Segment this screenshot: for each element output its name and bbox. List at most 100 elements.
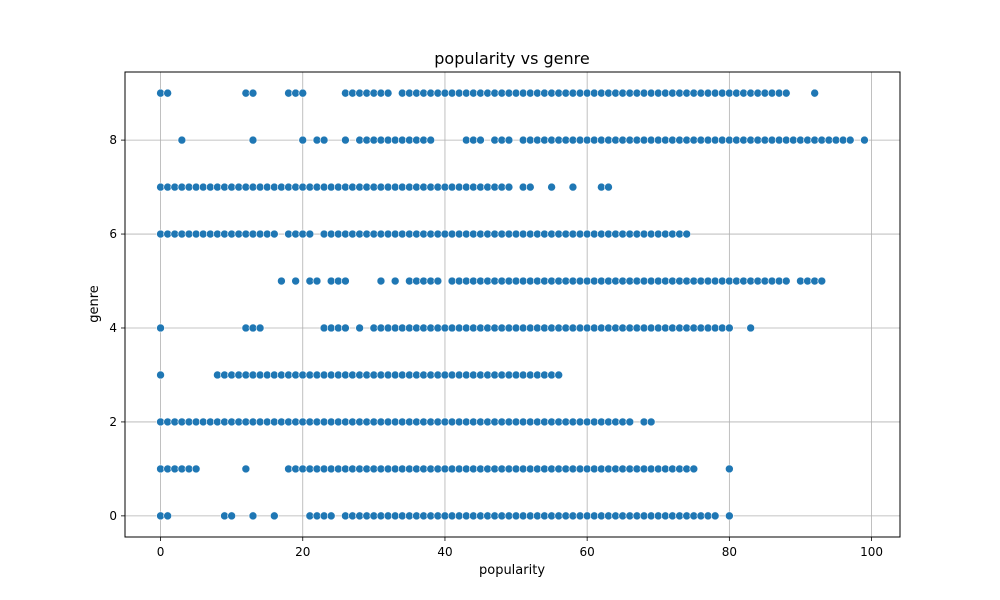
scatter-point <box>476 417 485 427</box>
scatter-point <box>497 511 507 521</box>
scatter-point <box>497 182 507 192</box>
plot-frame <box>124 71 901 538</box>
scatter-point <box>334 464 343 474</box>
scatter-point <box>476 229 485 239</box>
scatter-point <box>533 88 542 98</box>
scatter-point <box>497 88 507 98</box>
scatter-point <box>604 417 613 427</box>
scatter-point <box>312 135 322 145</box>
scatter-point <box>511 323 521 333</box>
scatter-point <box>163 88 172 98</box>
scatter-point <box>341 370 350 380</box>
scatter-point <box>291 88 300 98</box>
scatter-point <box>326 511 336 521</box>
scatter-point <box>248 229 258 239</box>
scatter-point <box>341 323 350 333</box>
scatter-point <box>312 417 322 427</box>
scatter-point <box>184 229 194 239</box>
scatter-point <box>476 88 485 98</box>
scatter-point <box>412 417 421 427</box>
scatter-point <box>618 417 628 427</box>
scatter-point <box>575 276 585 286</box>
scatter-point <box>248 511 258 521</box>
scatter-point <box>412 323 421 333</box>
data-points <box>156 88 869 521</box>
scatter-point <box>355 417 364 427</box>
x-tick-label: 0 <box>157 545 165 559</box>
scatter-point <box>689 276 699 286</box>
scatter-point <box>440 229 450 239</box>
scatter-point <box>405 323 414 333</box>
scatter-point <box>419 323 428 333</box>
y-axis-label: genre <box>87 285 102 323</box>
scatter-point <box>604 464 613 474</box>
scatter-point <box>568 229 578 239</box>
scatter-point <box>597 417 606 427</box>
scatter-point <box>284 229 293 239</box>
scatter-point <box>689 323 699 333</box>
scatter-point <box>326 229 336 239</box>
scatter-point <box>440 182 450 192</box>
scatter-point <box>405 88 414 98</box>
scatter-point <box>447 464 457 474</box>
scatter-point <box>639 417 649 427</box>
scatter-point <box>270 511 279 521</box>
scatter-point <box>582 276 592 286</box>
scatter-point <box>348 511 357 521</box>
y-axis: 0 2 4 6 8 <box>109 133 125 523</box>
scatter-point <box>433 511 443 521</box>
scatter-point <box>717 135 727 145</box>
scatter-point <box>298 229 308 239</box>
scatter-point <box>547 276 556 286</box>
scatter-point <box>376 464 386 474</box>
scatter-point <box>497 135 507 145</box>
scatter-point <box>597 135 606 145</box>
scatter-point <box>440 511 450 521</box>
scatter-point <box>362 88 372 98</box>
scatter-point <box>163 417 172 427</box>
scatter-point <box>717 88 727 98</box>
scatter-point <box>696 88 706 98</box>
scatter-point <box>618 276 628 286</box>
scatter-point <box>725 323 734 333</box>
scatter-point <box>668 276 677 286</box>
scatter-point <box>341 511 350 521</box>
scatter-point <box>525 511 535 521</box>
scatter-point <box>597 229 606 239</box>
scatter-point <box>646 135 656 145</box>
scatter-point <box>262 417 272 427</box>
scatter-point <box>156 323 165 333</box>
scatter-point <box>305 417 315 427</box>
scatter-point <box>248 135 258 145</box>
scatter-point <box>860 135 869 145</box>
scatter-point <box>547 370 556 380</box>
scatter-point <box>525 276 535 286</box>
scatter-point <box>696 323 706 333</box>
scatter-point <box>319 229 329 239</box>
scatter-point <box>554 323 564 333</box>
scatter-point <box>383 182 393 192</box>
scatter-point <box>440 323 450 333</box>
scatter-point <box>334 182 343 192</box>
scatter-point <box>440 370 450 380</box>
scatter-point <box>710 135 720 145</box>
scatter-point <box>625 511 635 521</box>
scatter-point <box>589 88 599 98</box>
scatter-point <box>156 464 165 474</box>
scatter-point <box>412 88 421 98</box>
scatter-point <box>170 464 180 474</box>
scatter-point <box>248 370 258 380</box>
scatter-point <box>177 135 187 145</box>
scatter-point <box>632 135 642 145</box>
scatter-point <box>419 464 428 474</box>
scatter-point <box>284 370 293 380</box>
scatter-point <box>597 88 606 98</box>
scatter-point <box>689 88 699 98</box>
scatter-point <box>646 229 656 239</box>
scatter-point <box>682 464 691 474</box>
scatter-point <box>746 135 755 145</box>
scatter-point <box>469 182 478 192</box>
scatter-point <box>156 417 165 427</box>
scatter-point <box>668 135 677 145</box>
